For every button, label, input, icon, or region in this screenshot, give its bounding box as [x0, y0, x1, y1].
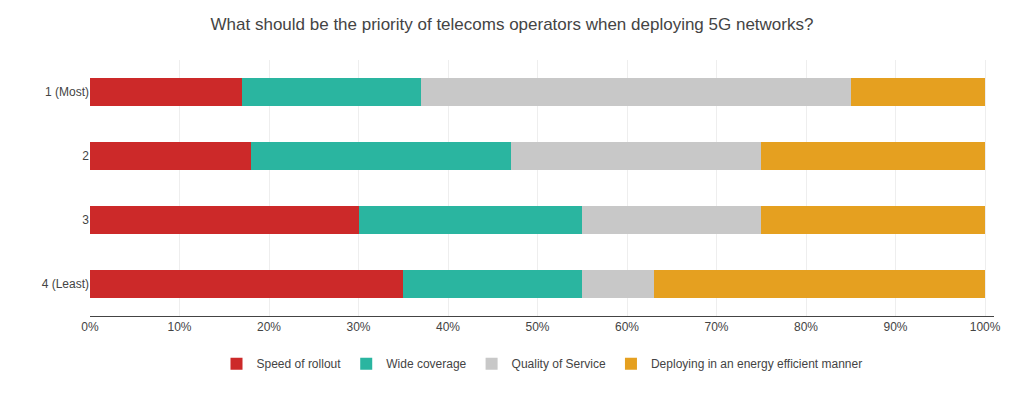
- svg-text:10%: 10%: [167, 320, 191, 334]
- svg-text:70%: 70%: [705, 320, 729, 334]
- svg-text:0%: 0%: [81, 320, 99, 334]
- svg-text:Quality of Service: Quality of Service: [512, 357, 606, 371]
- svg-text:Deploying in an energy efficie: Deploying in an energy efficient manner: [651, 357, 862, 371]
- svg-text:4 (Least): 4 (Least): [42, 277, 89, 291]
- svg-text:30%: 30%: [346, 320, 370, 334]
- svg-text:3: 3: [82, 213, 89, 227]
- svg-text:Speed of rollout: Speed of rollout: [257, 357, 342, 371]
- svg-text:What should be the priority of: What should be the priority of telecoms …: [211, 15, 814, 34]
- svg-text:50%: 50%: [526, 320, 550, 334]
- svg-text:Wide coverage: Wide coverage: [386, 357, 466, 371]
- svg-text:40%: 40%: [436, 320, 460, 334]
- svg-text:60%: 60%: [615, 320, 639, 334]
- svg-text:20%: 20%: [257, 320, 281, 334]
- svg-text:90%: 90%: [884, 320, 908, 334]
- svg-text:100%: 100%: [970, 320, 1001, 334]
- svg-text:80%: 80%: [794, 320, 818, 334]
- svg-text:2: 2: [82, 149, 89, 163]
- svg-text:1 (Most): 1 (Most): [45, 85, 89, 99]
